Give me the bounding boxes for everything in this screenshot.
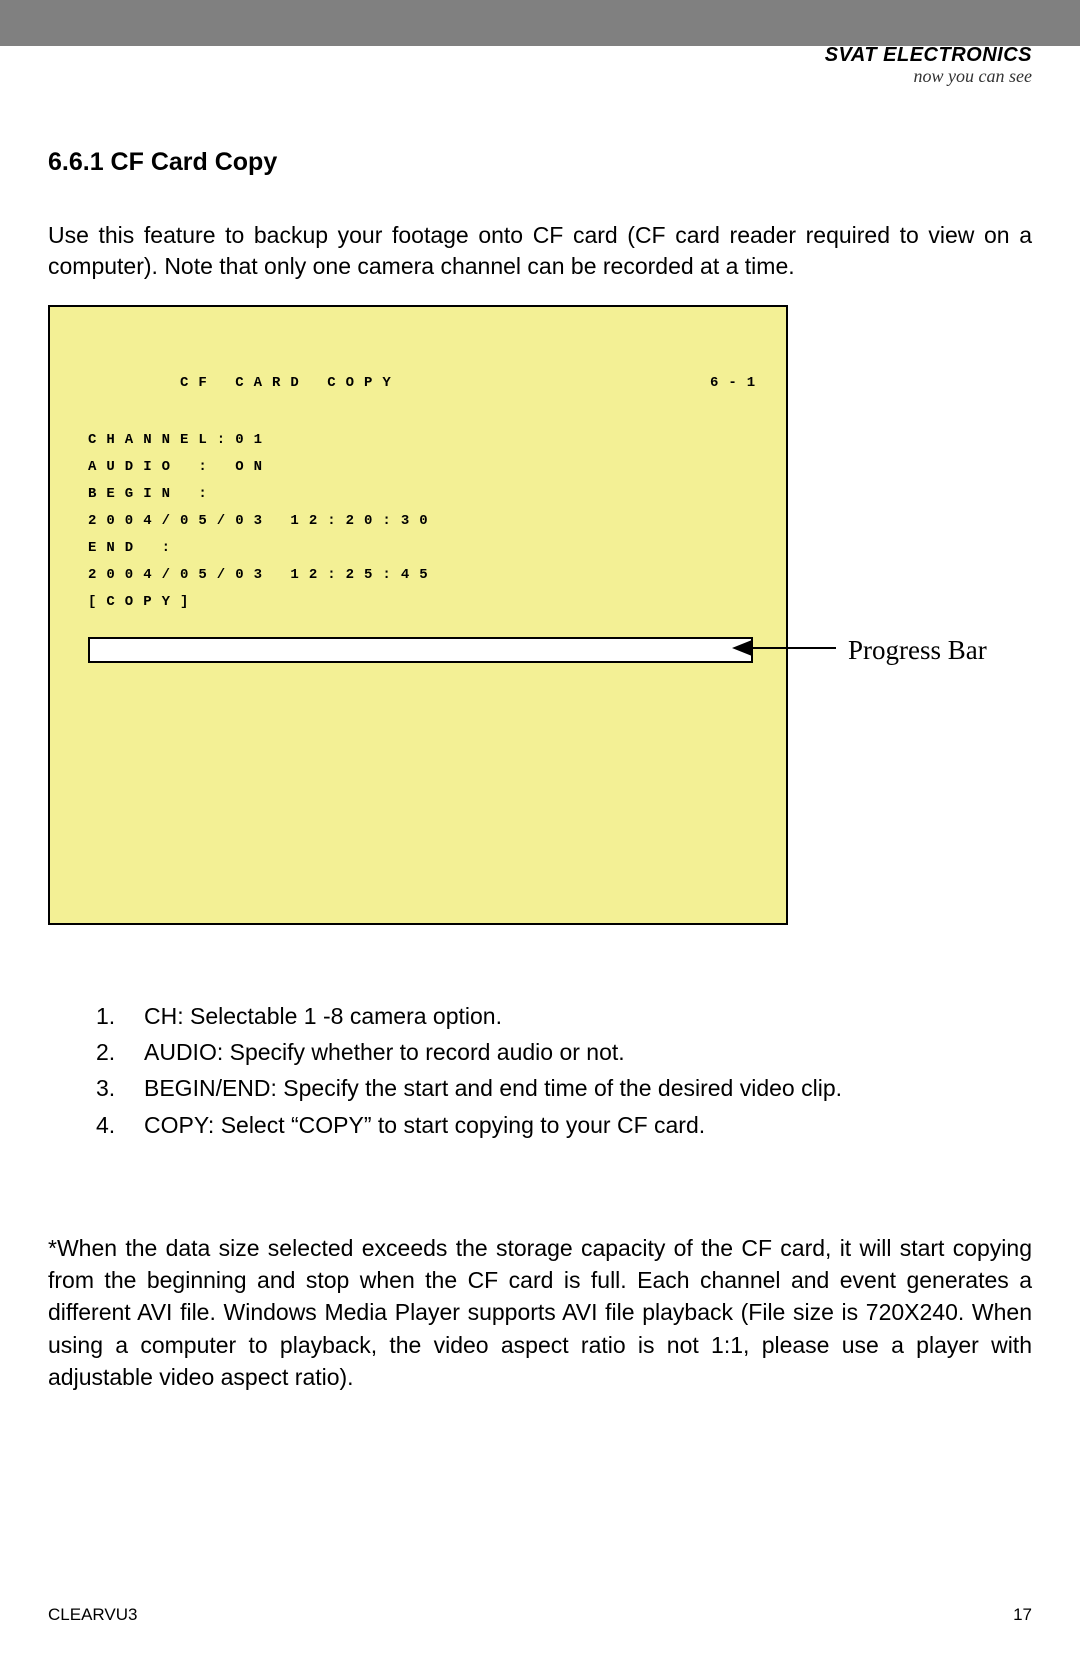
footer-model: CLEARVU3 — [48, 1605, 137, 1625]
progress-bar-label: Progress Bar — [848, 635, 987, 666]
list-number: 3. — [96, 1072, 144, 1104]
list-item: 3. BEGIN/END: Specify the start and end … — [96, 1072, 1016, 1104]
screen-end-time: 2004/05/03 12:25:45 — [88, 567, 438, 583]
screenshot-box: CF CARD COPY 6-1 CHANNEL:01 AUDIO : ON B… — [48, 305, 788, 925]
arrow-line — [750, 647, 836, 649]
list-number: 4. — [96, 1109, 144, 1141]
screen-begin-time: 2004/05/03 12:20:30 — [88, 513, 438, 529]
list-item: 2. AUDIO: Specify whether to record audi… — [96, 1036, 1016, 1068]
screen-begin-label: BEGIN : — [88, 486, 217, 502]
screen-end-label: END : — [88, 540, 180, 556]
section-title: 6.6.1 CF Card Copy — [48, 148, 277, 177]
numbered-list: 1. CH: Selectable 1 -8 camera option. 2.… — [96, 1000, 1016, 1145]
list-number: 2. — [96, 1036, 144, 1068]
tagline: now you can see — [914, 66, 1032, 87]
list-text: BEGIN/END: Specify the start and end tim… — [144, 1072, 1016, 1104]
screenshot-container: CF CARD COPY 6-1 CHANNEL:01 AUDIO : ON B… — [48, 305, 1032, 925]
screen-audio: AUDIO : ON — [88, 459, 272, 475]
brand-name: SVAT ELECTRONICS — [825, 44, 1032, 67]
list-item: 1. CH: Selectable 1 -8 camera option. — [96, 1000, 1016, 1032]
screen-copy-button: [COPY] — [88, 594, 198, 610]
footer-page-number: 17 — [1013, 1605, 1032, 1625]
list-text: AUDIO: Specify whether to record audio o… — [144, 1036, 1016, 1068]
screen-title: CF CARD COPY — [180, 375, 401, 391]
note-paragraph: *When the data size selected exceeds the… — [48, 1232, 1032, 1393]
list-item: 4. COPY: Select “COPY” to start copying … — [96, 1109, 1016, 1141]
screen-page-indicator: 6-1 — [710, 375, 765, 391]
header-bar — [0, 0, 1080, 46]
progress-bar — [88, 637, 753, 663]
intro-paragraph: Use this feature to backup your footage … — [48, 220, 1032, 282]
screen-channel: CHANNEL:01 — [88, 432, 272, 448]
list-text: CH: Selectable 1 -8 camera option. — [144, 1000, 1016, 1032]
list-number: 1. — [96, 1000, 144, 1032]
arrow-head-icon — [732, 640, 752, 656]
list-text: COPY: Select “COPY” to start copying to … — [144, 1109, 1016, 1141]
